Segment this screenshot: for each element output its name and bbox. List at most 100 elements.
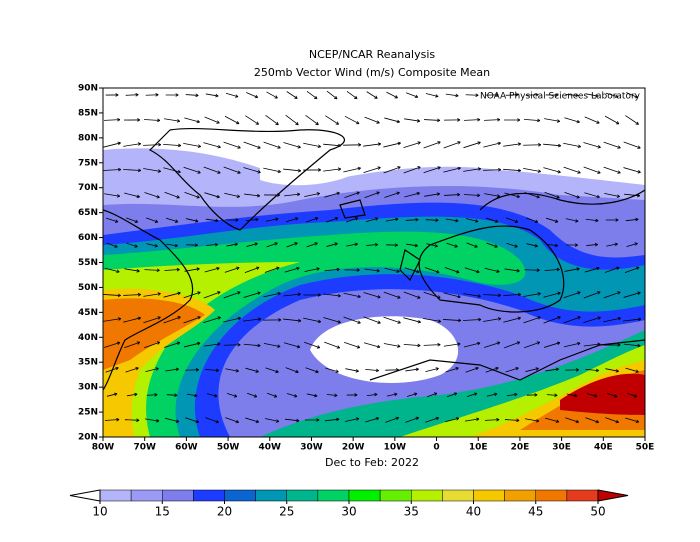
wind-arrow	[283, 168, 301, 172]
wind-arrow-head	[176, 267, 180, 272]
wind-arrow	[364, 268, 380, 272]
wind-arrow-head	[156, 268, 160, 273]
wind-arrow	[123, 294, 141, 296]
wind-arrow	[365, 368, 379, 372]
wind-arrow-head	[635, 369, 639, 373]
wind-arrow-head	[335, 121, 340, 125]
wind-arrow	[445, 93, 459, 97]
wind-arrow	[483, 142, 501, 148]
wind-arrow-head	[135, 93, 139, 97]
wind-arrow-head	[457, 294, 461, 299]
wind-arrow-head	[137, 118, 141, 122]
wind-arrow	[345, 217, 359, 223]
wind-arrow	[366, 393, 378, 397]
wind-arrow	[226, 392, 238, 398]
wind-arrow-head	[497, 317, 502, 321]
wind-arrow-head	[257, 317, 262, 321]
wind-arrow-head	[497, 167, 502, 172]
wind-arrow-head	[277, 291, 281, 296]
wind-arrow-head	[457, 118, 461, 122]
wind-arrow-head	[337, 167, 342, 171]
wind-arrow-head	[634, 94, 639, 99]
lat-label: 30N	[78, 383, 98, 393]
wind-arrow	[126, 217, 138, 223]
wind-arrow	[105, 217, 119, 223]
wind-arrow	[544, 268, 560, 272]
wind-arrow	[286, 393, 298, 397]
wind-arrow-head	[556, 341, 561, 345]
wind-arrow-head	[255, 369, 259, 373]
wind-arrow-head	[237, 291, 241, 295]
wind-arrow	[423, 141, 441, 149]
wind-arrow-head	[596, 266, 600, 271]
wind-arrow-head	[377, 166, 381, 170]
wind-arrow	[465, 94, 479, 96]
wind-arrow-head	[395, 217, 399, 222]
lon-label: 40E	[594, 443, 613, 453]
wind-arrow	[425, 417, 439, 423]
wind-arrow	[403, 141, 421, 149]
wind-arrow-head	[375, 416, 380, 421]
wind-arrow	[585, 93, 599, 97]
wind-arrow	[304, 192, 320, 198]
wind-arrow-head	[136, 341, 141, 345]
wind-arrow	[184, 117, 200, 123]
wind-arrow	[406, 393, 418, 397]
colorbar-box	[193, 489, 225, 502]
wind-arrow	[584, 267, 600, 273]
colorbar-box	[504, 489, 536, 502]
wind-arrow	[464, 194, 480, 196]
wind-arrow	[563, 291, 581, 299]
wind-arrow	[204, 116, 220, 124]
wind-arrow-head	[537, 292, 541, 296]
wind-arrow-head	[597, 145, 601, 149]
wind-arrow	[466, 242, 478, 248]
wind-arrow	[523, 293, 541, 297]
wind-arrow	[363, 292, 381, 298]
wind-arrow	[304, 341, 320, 349]
wind-arrow	[226, 243, 238, 247]
wind-arrow-head	[197, 291, 201, 295]
wind-arrow-head	[475, 366, 479, 371]
wind-arrow-head	[497, 293, 501, 298]
wind-arrow-head	[577, 341, 581, 346]
wind-arrow	[424, 267, 440, 273]
wind-arrow-head	[273, 394, 278, 398]
wind-arrow-head	[257, 170, 261, 174]
wind-arrow	[183, 143, 201, 147]
wind-arrow-head	[156, 341, 161, 345]
colorbar-box	[317, 489, 350, 502]
wind-arrow	[623, 167, 641, 173]
wind-arrow-head	[453, 392, 458, 396]
wind-arrow	[423, 318, 441, 322]
wind-arrow	[506, 393, 518, 397]
wind-arrow	[463, 168, 481, 172]
wind-arrow	[324, 192, 340, 198]
wind-arrow	[126, 393, 138, 397]
wind-arrow	[246, 392, 258, 398]
wind-arrow-head	[536, 268, 540, 272]
lat-label: 25N	[78, 408, 98, 418]
wind-arrow-head	[474, 244, 478, 248]
wind-arrow	[163, 316, 181, 324]
wind-arrow	[203, 291, 221, 299]
wind-arrow	[503, 293, 521, 297]
wind-arrow	[285, 114, 299, 126]
wind-arrow-head	[376, 268, 380, 273]
wind-arrow	[326, 394, 338, 396]
wind-arrow	[266, 91, 278, 99]
wind-arrow-head	[597, 342, 601, 347]
wind-arrow-head	[557, 316, 561, 320]
wind-arrow-head	[275, 121, 279, 126]
wind-arrow-head	[615, 419, 619, 424]
wind-arrow	[265, 367, 279, 373]
wind-arrow	[626, 243, 638, 247]
wind-arrow-head	[356, 268, 360, 272]
wind-arrow	[245, 367, 259, 373]
wind-arrow-head	[298, 318, 302, 323]
wind-arrow	[485, 217, 499, 223]
wind-arrow-head	[215, 419, 219, 424]
colorbar-box	[99, 489, 132, 502]
wind-arrow-head	[614, 242, 618, 247]
wind-arrow	[405, 219, 419, 221]
